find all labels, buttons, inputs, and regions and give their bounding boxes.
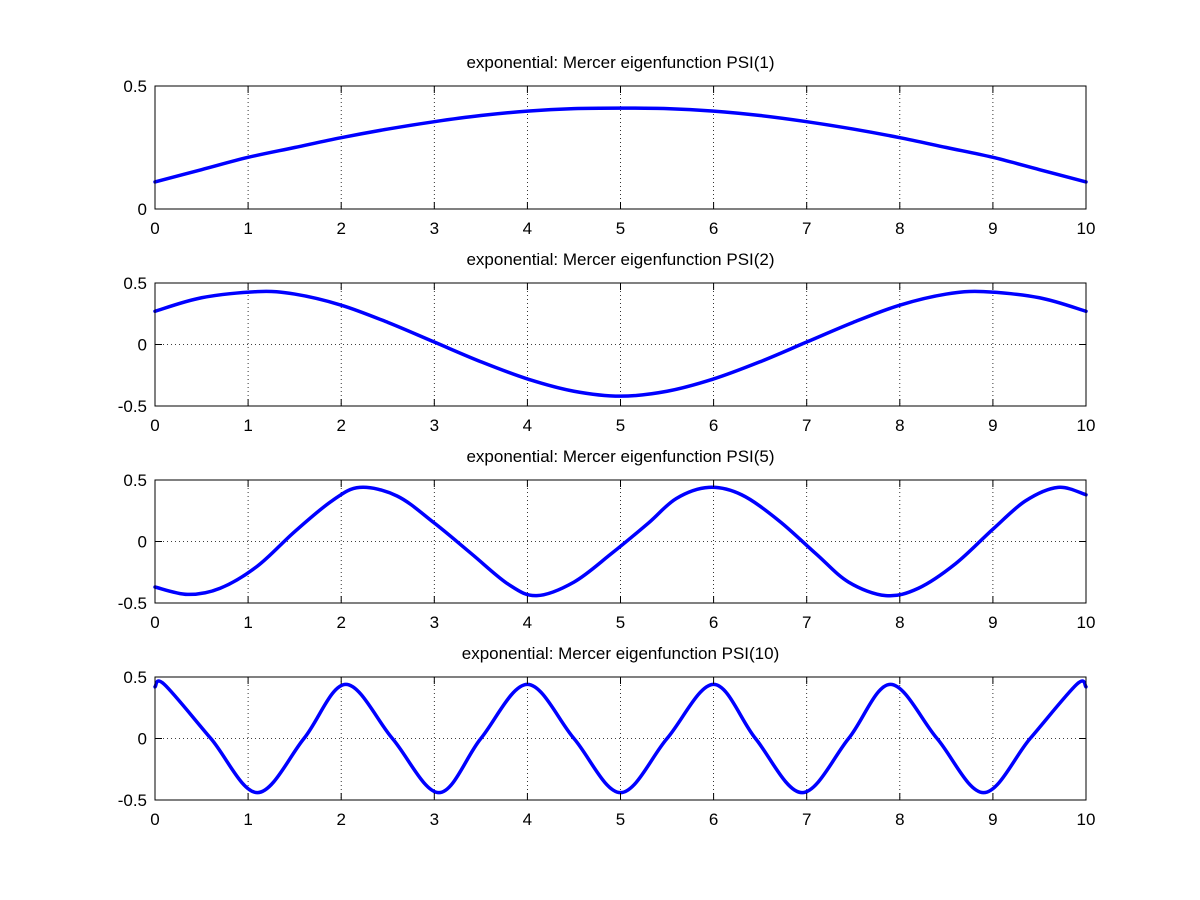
subplot-title: exponential: Mercer eigenfunction PSI(2)	[466, 250, 774, 269]
x-tick-label: 0	[150, 613, 159, 632]
y-tick-label: 0.5	[123, 274, 147, 293]
x-tick-label: 1	[243, 416, 252, 435]
x-tick-label: 5	[616, 219, 625, 238]
y-tick-label: 0	[138, 533, 147, 552]
x-tick-label: 10	[1077, 613, 1096, 632]
x-tick-label: 5	[616, 810, 625, 829]
y-tick-label: 0	[138, 200, 147, 219]
y-tick-label: -0.5	[118, 594, 147, 613]
x-tick-label: 4	[523, 416, 532, 435]
x-tick-label: 3	[430, 416, 439, 435]
y-tick-label: 0	[138, 336, 147, 355]
x-tick-label: 1	[243, 613, 252, 632]
y-tick-label: -0.5	[118, 397, 147, 416]
y-tick-label: 0.5	[123, 77, 147, 96]
series-line	[153, 106, 1088, 184]
x-tick-label: 9	[988, 613, 997, 632]
x-tick-label: 6	[709, 219, 718, 238]
x-tick-label: 7	[802, 810, 811, 829]
series-line	[153, 679, 1088, 795]
series-line	[153, 289, 1088, 398]
subplot-title: exponential: Mercer eigenfunction PSI(1)	[466, 53, 774, 72]
x-tick-label: 4	[523, 219, 532, 238]
x-tick-label: 2	[336, 613, 345, 632]
y-tick-label: 0.5	[123, 668, 147, 687]
x-tick-label: 10	[1077, 810, 1096, 829]
x-tick-label: 7	[802, 613, 811, 632]
x-tick-label: 9	[988, 810, 997, 829]
x-tick-label: 6	[709, 416, 718, 435]
x-tick-label: 3	[430, 810, 439, 829]
x-tick-label: 8	[895, 219, 904, 238]
y-tick-label: 0.5	[123, 471, 147, 490]
x-tick-label: 0	[150, 810, 159, 829]
y-tick-label: 0	[138, 730, 147, 749]
x-tick-label: 3	[430, 613, 439, 632]
x-tick-label: 7	[802, 416, 811, 435]
subplot-title: exponential: Mercer eigenfunction PSI(5)	[466, 447, 774, 466]
x-tick-label: 8	[895, 416, 904, 435]
x-tick-label: 0	[150, 219, 159, 238]
series-line	[153, 485, 1088, 598]
x-tick-label: 2	[336, 416, 345, 435]
x-tick-label: 1	[243, 810, 252, 829]
x-tick-label: 1	[243, 219, 252, 238]
x-tick-label: 4	[523, 810, 532, 829]
x-tick-label: 9	[988, 219, 997, 238]
x-tick-label: 3	[430, 219, 439, 238]
subplot-1: 0 1 2 3 4 5 6 7 8 9 10 0 0.5 exponential: Mercer eige…	[123, 53, 1095, 238]
x-tick-label: 10	[1077, 219, 1096, 238]
x-tick-label: 2	[336, 810, 345, 829]
x-tick-label: 5	[616, 613, 625, 632]
x-tick-label: 8	[895, 810, 904, 829]
x-tick-label: 10	[1077, 416, 1096, 435]
x-tick-label: 6	[709, 613, 718, 632]
x-tick-label: 0	[150, 416, 159, 435]
x-tick-label: 6	[709, 810, 718, 829]
subplot-title: exponential: Mercer eigenfunction PSI(10…	[462, 644, 780, 663]
y-tick-label: -0.5	[118, 791, 147, 810]
x-tick-label: 9	[988, 416, 997, 435]
x-tick-label: 2	[336, 219, 345, 238]
x-tick-label: 5	[616, 416, 625, 435]
x-tick-label: 4	[523, 613, 532, 632]
x-tick-label: 8	[895, 613, 904, 632]
x-tick-label: 7	[802, 219, 811, 238]
